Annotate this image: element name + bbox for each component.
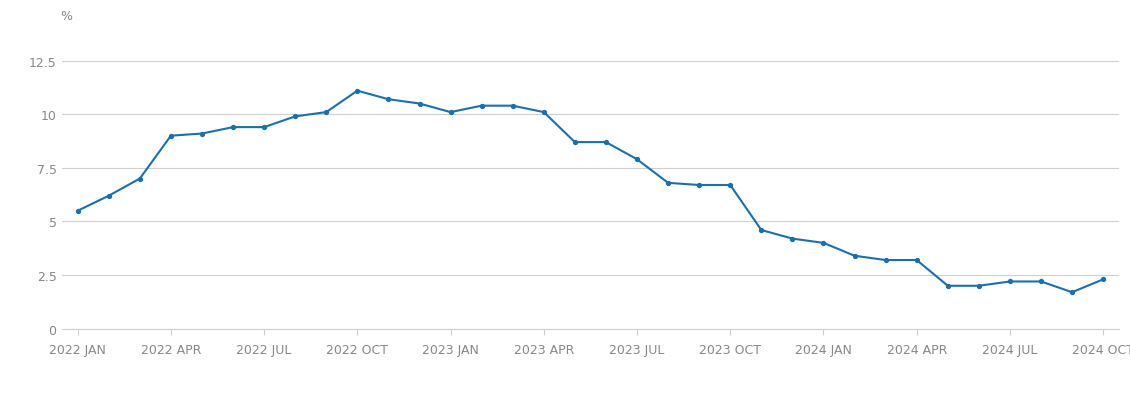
Text: %: %	[60, 10, 72, 23]
